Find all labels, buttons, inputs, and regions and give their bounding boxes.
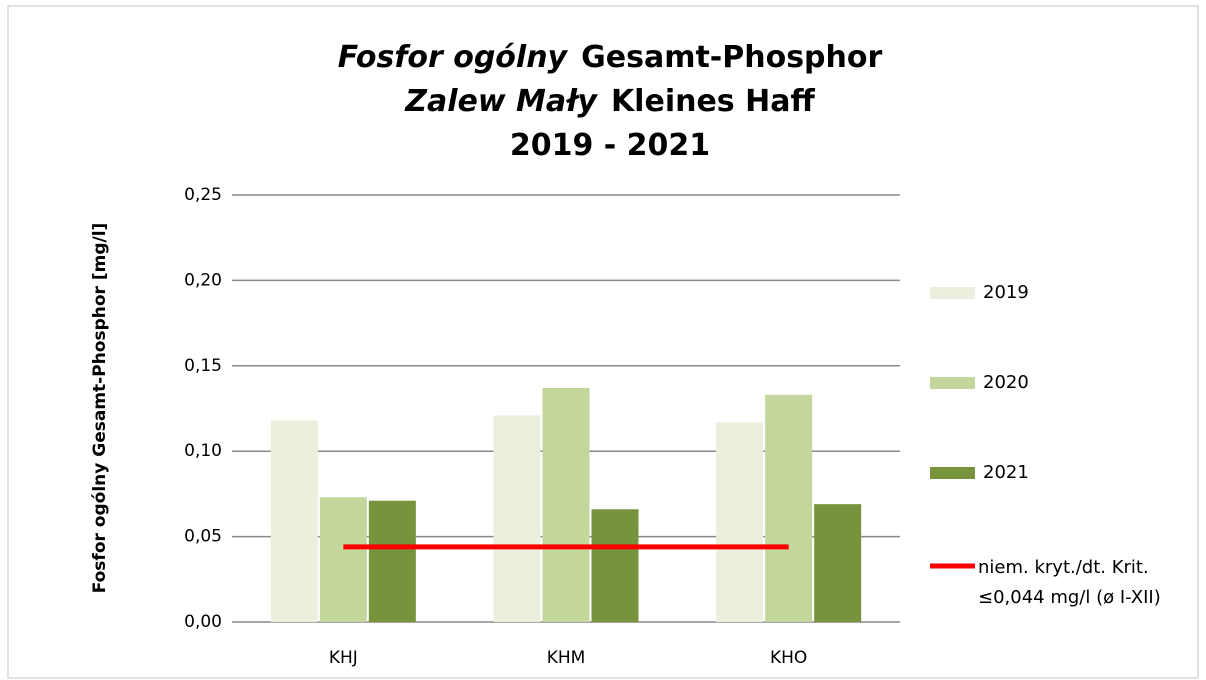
chart-title: 2019 - 2021 xyxy=(510,128,710,163)
legend-label: 2020 xyxy=(983,372,1029,393)
bar xyxy=(542,388,590,622)
bar xyxy=(368,500,416,622)
title-part: Zalew Mały xyxy=(404,84,598,119)
y-tick-label: 0,20 xyxy=(184,270,222,290)
x-tick-label: KHJ xyxy=(329,648,358,668)
chart-title: Zalew Mały Kleines Haff xyxy=(404,84,815,119)
y-tick-label: 0,25 xyxy=(184,185,222,205)
legend-label: 2021 xyxy=(983,462,1029,483)
y-tick-label: 0,15 xyxy=(184,356,222,376)
title-part: Kleines Haff xyxy=(611,84,816,119)
bar xyxy=(765,394,813,622)
legend-label: niem. kryt./dt. Krit. xyxy=(978,557,1149,578)
bar xyxy=(716,422,764,622)
legend-label: 2019 xyxy=(983,282,1029,303)
bar xyxy=(814,504,862,622)
bar xyxy=(319,497,367,622)
y-tick-label: 0,10 xyxy=(184,441,222,461)
title-part: 2019 - 2021 xyxy=(510,128,710,163)
y-tick-label: 0,00 xyxy=(184,612,222,632)
legend-label: ≤0,044 mg/l (ø I-XII) xyxy=(978,587,1161,608)
title-part: Fosfor ogólny xyxy=(338,40,569,75)
x-tick-label: KHM xyxy=(547,648,586,668)
chart-title: Fosfor ogólny Gesamt-Phosphor xyxy=(338,40,883,75)
bar xyxy=(270,420,318,622)
legend-swatch xyxy=(930,287,975,299)
x-tick-label: KHO xyxy=(770,648,807,668)
bar xyxy=(591,509,639,622)
y-axis-title: Fosfor ogólny Gesamt-Phosphor [mg/l] xyxy=(90,223,110,594)
legend-swatch xyxy=(930,467,975,479)
legend-swatch xyxy=(930,377,975,389)
y-tick-label: 0,05 xyxy=(184,527,222,547)
title-part: Gesamt-Phosphor xyxy=(581,40,882,75)
bar xyxy=(493,415,541,622)
